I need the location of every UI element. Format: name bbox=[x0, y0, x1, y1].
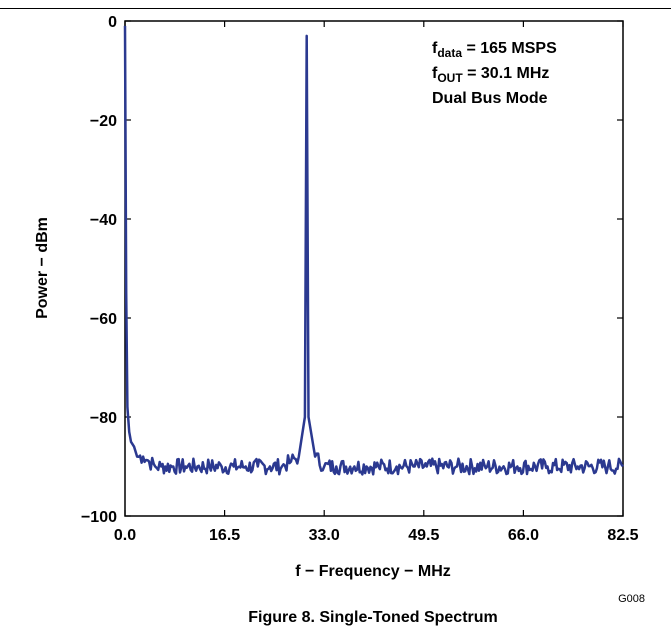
annotation-fout: fOUT = 30.1 MHz bbox=[432, 65, 549, 85]
y-axis-title: Power − dBm bbox=[34, 217, 51, 319]
figure-code: G008 bbox=[618, 593, 645, 605]
x-tick-label: 16.5 bbox=[209, 527, 240, 544]
x-tick-label: 49.5 bbox=[408, 527, 439, 544]
x-tick-label: 66.0 bbox=[508, 527, 539, 544]
x-tick-label: 0.0 bbox=[114, 527, 136, 544]
y-tick-label: −80 bbox=[90, 410, 117, 427]
y-tick-label: −40 bbox=[90, 212, 117, 229]
y-axis: 0 −20 −40 −60 −80 −100 bbox=[81, 14, 623, 526]
x-tick-label: 82.5 bbox=[607, 527, 638, 544]
annotation-fdata: fdata = 165 MSPS bbox=[432, 40, 557, 60]
y-tick-label: −20 bbox=[90, 113, 117, 130]
top-rule bbox=[0, 8, 671, 9]
x-axis-title: f − Frequency − MHz bbox=[295, 563, 451, 580]
plot-frame bbox=[124, 20, 624, 517]
spectrum-trace bbox=[123, 25, 624, 476]
y-tick-label: −60 bbox=[90, 311, 117, 328]
y-tick-label: 0 bbox=[108, 14, 117, 31]
annotation-mode: Dual Bus Mode bbox=[432, 90, 548, 107]
x-tick-label: 33.0 bbox=[309, 527, 340, 544]
y-tick-label: −100 bbox=[81, 509, 117, 526]
figure-caption: Figure 8. Single-Toned Spectrum bbox=[248, 609, 498, 626]
